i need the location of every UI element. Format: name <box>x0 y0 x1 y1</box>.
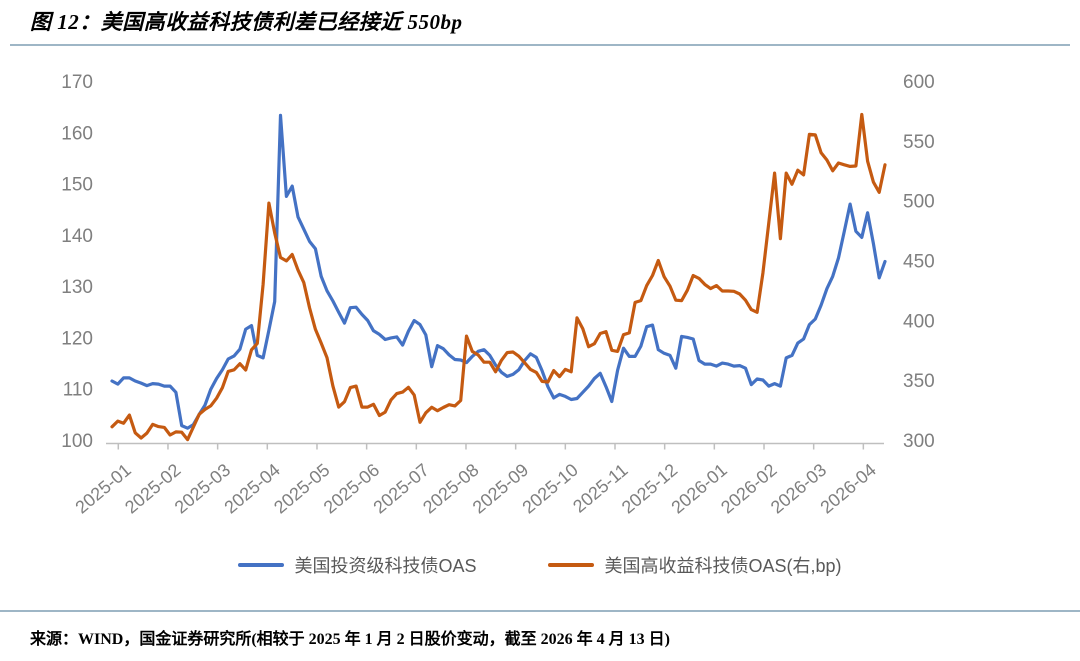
title-divider <box>10 44 1070 46</box>
svg-text:2026-01: 2026-01 <box>667 460 730 518</box>
svg-text:2025-03: 2025-03 <box>171 460 234 518</box>
svg-text:2025-10: 2025-10 <box>518 460 581 518</box>
legend-line-sample-blue <box>238 563 285 567</box>
legend-item-investment-grade: 美国投资级科技债OAS <box>238 552 476 578</box>
svg-text:2025-07: 2025-07 <box>369 460 432 518</box>
svg-text:2026-02: 2026-02 <box>717 460 780 518</box>
svg-text:2025-01: 2025-01 <box>71 460 134 518</box>
svg-text:450: 450 <box>903 252 935 273</box>
svg-text:2026-03: 2026-03 <box>767 460 830 518</box>
svg-text:140: 140 <box>61 226 93 247</box>
svg-text:170: 170 <box>61 72 93 93</box>
svg-text:120: 120 <box>61 328 93 349</box>
svg-text:300: 300 <box>903 431 935 452</box>
source-note-section: 来源：WIND，国金证券研究所(相较于 2025 年 1 月 2 日股价变动，截… <box>0 610 1080 649</box>
source-note: 来源：WIND，国金证券研究所(相较于 2025 年 1 月 2 日股价变动，截… <box>30 631 670 648</box>
svg-text:100: 100 <box>61 431 93 452</box>
legend-line-sample-orange <box>548 563 595 567</box>
svg-text:2026-04: 2026-04 <box>816 460 879 518</box>
legend-label-investment-grade: 美国投资级科技债OAS <box>294 556 477 576</box>
svg-text:2025-05: 2025-05 <box>270 460 333 518</box>
svg-text:2025-06: 2025-06 <box>320 460 383 518</box>
svg-text:550: 550 <box>903 132 935 153</box>
chart-legend: 美国投资级科技债OAS 美国高收益科技债OAS(右,bp) <box>0 552 1080 578</box>
svg-text:2025-09: 2025-09 <box>469 460 532 518</box>
svg-text:160: 160 <box>61 123 93 144</box>
svg-text:2025-04: 2025-04 <box>220 460 283 518</box>
svg-text:400: 400 <box>903 311 935 332</box>
svg-text:110: 110 <box>63 380 93 401</box>
legend-label-high-yield: 美国高收益科技债OAS(右,bp) <box>604 556 842 576</box>
svg-text:130: 130 <box>61 277 93 298</box>
line-chart: 100 110 120 130 140 150 160 170 300 350 400 450 500 5… <box>61 72 935 518</box>
svg-text:2025-02: 2025-02 <box>121 460 184 518</box>
svg-text:150: 150 <box>61 175 93 196</box>
legend-item-high-yield: 美国高收益科技债OAS(右,bp) <box>548 552 842 578</box>
svg-text:2025-12: 2025-12 <box>618 460 681 518</box>
svg-text:600: 600 <box>903 72 935 93</box>
figure-title: 图 12：美国高收益科技债利差已经接近 550bp <box>30 10 463 34</box>
svg-text:350: 350 <box>903 371 935 392</box>
svg-text:2025-08: 2025-08 <box>419 460 482 518</box>
svg-text:500: 500 <box>903 192 935 213</box>
